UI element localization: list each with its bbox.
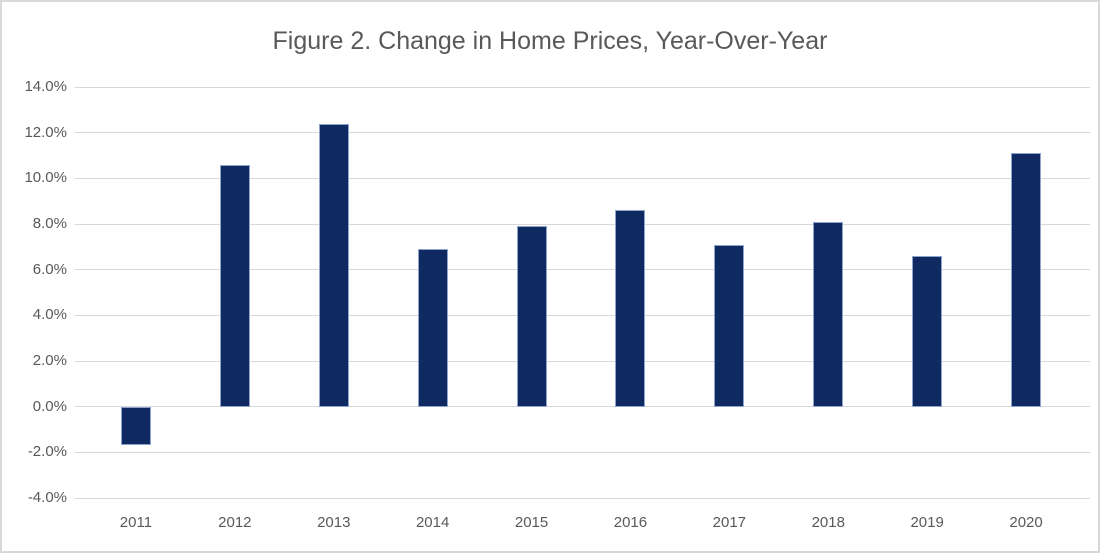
bar-2012 — [219, 164, 250, 407]
gridline — [75, 269, 1090, 271]
y-axis-tick-label: -2.0% — [27, 443, 67, 461]
y-axis-tick-label: 10.0% — [24, 169, 67, 187]
x-axis-label-2014: 2014 — [415, 514, 450, 531]
y-axis-tick-label: 14.0% — [24, 78, 67, 95]
bar-2018 — [813, 221, 844, 407]
bar-2015 — [516, 226, 547, 407]
gridline — [75, 406, 1090, 408]
chart-title: Figure 2. Change in Home Prices, Year-Ov… — [272, 27, 828, 55]
bar-2013 — [318, 123, 349, 407]
gridline — [75, 451, 1090, 453]
x-axis-label-2011: 2011 — [119, 514, 153, 531]
y-axis-tick-label: 8.0% — [32, 215, 67, 232]
x-axis-label-2018: 2018 — [811, 514, 845, 531]
x-axis-label-2012: 2012 — [218, 514, 252, 531]
bar-2011 — [120, 406, 151, 446]
gridline — [75, 223, 1090, 225]
bar-2017 — [714, 244, 745, 407]
x-axis-label-2019: 2019 — [910, 514, 944, 531]
bar-2019 — [912, 255, 943, 407]
gridline — [75, 314, 1090, 316]
x-axis-label-2017: 2017 — [712, 514, 747, 531]
bar-2016 — [615, 210, 646, 407]
y-axis-tick-label: -4.0% — [27, 489, 67, 506]
y-axis-tick-label: 0.0% — [32, 397, 67, 415]
bar-2020 — [1011, 153, 1042, 407]
y-axis-tick-label: 6.0% — [32, 260, 67, 278]
y-axis-tick-label: 2.0% — [32, 352, 67, 369]
x-axis-label-2020: 2020 — [1009, 514, 1043, 531]
gridline — [75, 497, 1090, 499]
gridline — [75, 177, 1090, 179]
x-axis-label-2016: 2016 — [613, 514, 648, 531]
x-axis-label-2015: 2015 — [514, 514, 549, 531]
gridline — [75, 132, 1090, 134]
y-axis-tick-label: 4.0% — [32, 306, 67, 324]
y-axis-tick-label: 12.0% — [24, 123, 67, 141]
gridline — [75, 360, 1090, 362]
bar-2014 — [417, 249, 448, 407]
gridline — [75, 86, 1090, 88]
x-axis-label-2013: 2013 — [317, 514, 351, 531]
